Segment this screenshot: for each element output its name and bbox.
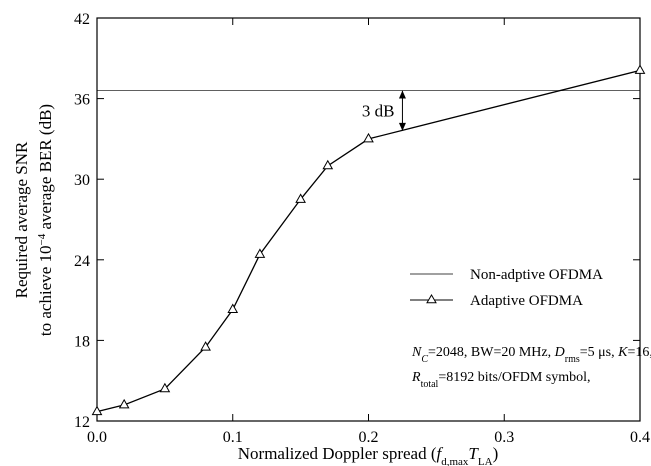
y-tick-labels: 12 18 24 30 36 42 [74,11,90,431]
param-drms-subscript: rms [565,354,580,365]
legend-marker-adaptive [426,293,437,304]
x-axis-label-f: f [436,444,443,463]
legend: Non-adptive OFDMA Adaptive OFDMA [410,267,603,309]
adaptive-point-1 [118,398,130,409]
adaptive-point-2 [159,382,171,393]
x-axis-label-t-sub: LA [478,456,493,466]
adaptive-point-8 [363,132,374,143]
y-tick-label-1: 18 [74,333,90,350]
legend-label-adaptive: Adaptive OFDMA [470,293,583,309]
plot-frame [96,17,641,422]
param-drms-value: =5 μs, [580,345,618,360]
y-axis-label-line-2-pre: to achieve 10 [36,245,55,336]
param-rtotal-value: =8192 bits/OFDM symbol, [438,370,590,385]
param-drms-symbol: D [554,345,565,360]
data-series [91,64,646,416]
param-k-symbol: K [617,345,628,360]
adaptive-point-4 [227,303,239,314]
y-tick-label-3: 30 [74,172,90,189]
annotation-label: 3 dB [362,102,395,121]
y-tick-label-5: 42 [74,11,90,28]
x-axis-label-suffix: ) [493,444,499,463]
x-tick-label-4: 0.4 [630,429,650,446]
legend-label-non-adaptive: Non-adptive OFDMA [470,267,603,283]
param-rtotal-symbol: R [411,370,421,385]
adaptive-point-5 [254,248,266,258]
x-axis-label-f-sub: d,max [441,456,469,466]
gap-annotation: 3 dB [362,90,406,131]
x-axis-label-t: T [468,444,479,463]
y-axis-label-line-1: Required average SNR [12,141,31,298]
params-line-2: Rtotal=8192 bits/OFDM symbol, [411,370,591,390]
x-axis-label-prefix: Normalized Doppler spread ( [238,444,437,463]
adaptive-point-7 [322,159,334,170]
adaptive-point-0 [91,405,103,416]
adaptive-point-3 [200,341,211,351]
y-tick-label-4: 36 [74,92,90,109]
annotation-arrowhead-bottom [398,122,406,131]
adaptive-point-9 [634,64,646,74]
x-tick-label-1: 0.1 [223,429,243,446]
x-axis-label: Normalized Doppler spread (fd,maxTLA) [238,444,498,466]
x-tick-label-0: 0.0 [87,429,107,446]
y-axis-label-line-2-post: average BER (dB) [36,104,55,234]
y-tick-label-0: 12 [74,414,90,431]
x-tick-labels: 0.0 0.1 0.2 0.3 0.4 [87,429,650,446]
x-tick-label-2: 0.2 [359,429,379,446]
adaptive-point-6 [295,193,306,203]
param-k-value: =16, [627,345,651,360]
axis-ticks [96,17,641,422]
param-nc-bw-text: =2048, BW=20 MHz, [428,345,555,360]
y-tick-label-2: 24 [74,253,90,270]
series-adaptive-line [96,69,641,413]
param-nc-symbol: N [411,345,422,360]
annotation-arrowhead-top [398,90,406,99]
y-axis-label-line-2-sup: −4 [36,233,48,245]
param-nc-subscript: C [421,354,428,365]
param-rtotal-subscript: total [421,379,439,390]
params-line-1: NC=2048, BW=20 MHz, Drms=5 μs, K=16, [411,345,651,365]
x-tick-label-3: 0.3 [494,429,514,446]
y-axis-label-line-2: to achieve 10−4 average BER (dB) [36,104,55,336]
